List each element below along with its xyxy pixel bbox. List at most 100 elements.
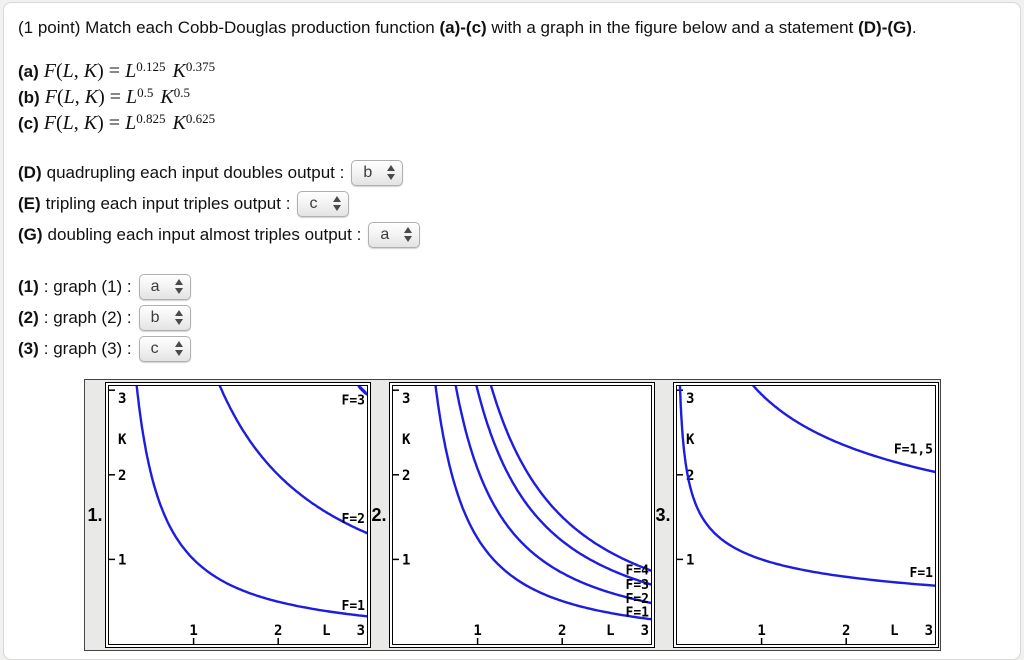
statement-label: (D) <box>18 162 42 182</box>
x-tick-label: 3 <box>924 623 932 639</box>
isoquant-curve-F=4 <box>489 386 651 572</box>
math-var: L <box>125 60 137 82</box>
math-fname: F <box>43 60 56 82</box>
math-exponent: 0.375 <box>185 59 216 74</box>
title-segment: with a graph in the figure below and a s… <box>486 18 859 37</box>
graph-match-text: : graph (1) : <box>43 276 132 296</box>
graph-panel-1: 1 2 3 1 2 3 K L F=1 F=2 F=3 <box>104 382 371 648</box>
x-tick-label: 2 <box>842 623 850 639</box>
x-tick-label: 1 <box>757 623 765 639</box>
statement-G-select[interactable]: a <box>368 221 421 248</box>
math-fname: F <box>44 86 57 108</box>
function-line: (a) F(L, K) = L0.125 K0.375 <box>18 60 1006 86</box>
arrow-down-icon <box>404 236 413 242</box>
math-var: L <box>125 112 137 134</box>
statement-text: doubling each input almost triples outpu… <box>47 224 362 244</box>
updown-arrows-icon <box>404 227 413 242</box>
figure: 1. 1 2 3 1 2 3 K L F=1 F=2 F=3 2. 1 2 3 1 2 3 K L F=1 F=2 F=3 F=… <box>83 379 941 651</box>
arrow-down-icon <box>174 319 183 325</box>
panel-number-label: 2. <box>371 504 387 525</box>
graph-frame: 1 2 3 1 2 3 K L F=1 F=2 F=3 F=4 <box>391 385 652 645</box>
statement-row: (E) tripling each input triples output : c <box>18 188 1006 219</box>
x-tick-label: 2 <box>273 623 281 639</box>
x-axis-label: L <box>890 623 898 639</box>
math-var: K <box>160 86 174 108</box>
graph-match-label: (2) <box>18 307 39 327</box>
y-tick-label: 3 <box>686 391 694 407</box>
select-value: b <box>150 308 160 326</box>
curve-label: F=4 <box>625 563 649 578</box>
isoquant-curve-F=2 <box>454 386 651 605</box>
math-fname: F <box>43 112 56 134</box>
function-list: (a) F(L, K) = L0.125 K0.375 (b) F(L, K) = L0… <box>18 60 1006 138</box>
statement-text: tripling each input triples output : <box>45 193 291 213</box>
graph-panel-2: 1 2 3 1 2 3 K L F=1 F=2 F=3 F=4 <box>388 382 655 648</box>
y-tick-label: 1 <box>118 552 126 568</box>
graph-plot-2: 1 2 3 1 2 3 K L F=1F=2F=3F=4 <box>392 386 651 644</box>
function-line: (c) F(L, K) = L0.825 K0.625 <box>18 112 1006 138</box>
graph-plot-1: 1 2 3 1 2 3 K L F=1 F=2 F=3 <box>108 386 367 644</box>
math-var: L <box>62 112 74 134</box>
arrow-down-icon <box>174 350 183 356</box>
curve-label: F=1 <box>341 599 365 614</box>
y-tick-label: 2 <box>686 468 694 484</box>
x-tick-label: 1 <box>473 623 481 639</box>
math-exponent: 0.625 <box>185 111 216 126</box>
math-var: K <box>84 86 99 108</box>
graph-2-select[interactable]: b <box>138 304 191 331</box>
arrow-up-icon <box>174 341 183 347</box>
y-tick-label: 3 <box>402 391 410 407</box>
graph-3-select[interactable]: c <box>138 335 191 362</box>
x-tick-label: 3 <box>640 623 648 639</box>
curve-label: F=2 <box>341 512 364 527</box>
figure-unit-1: 1. 1 2 3 1 2 3 K L F=1 F=2 F=3 <box>87 382 371 648</box>
updown-arrows-icon <box>333 196 342 211</box>
arrow-down-icon <box>333 205 342 211</box>
isoquant-curve-F=2 <box>218 386 367 535</box>
isoquant-curve-F=1,5 <box>751 386 935 474</box>
y-tick-label: 2 <box>402 468 410 484</box>
x-axis-label: L <box>322 623 330 639</box>
problem-statement: (1 point) Match each Cobb-Douglas produc… <box>18 17 1006 39</box>
statement-text: quadrupling each input doubles output : <box>46 162 345 182</box>
arrow-up-icon <box>333 196 342 202</box>
math-term: K0.625 <box>172 112 215 134</box>
panel-number-label: 1. <box>87 504 103 525</box>
statement-row: (D) quadrupling each input doubles output… <box>18 157 1006 188</box>
isoquant-curve-F=3 <box>356 386 367 396</box>
function-formula: F(L, K) = L0.825 K0.625 <box>43 111 216 134</box>
curve-label: F=1 <box>909 566 933 581</box>
statement-label: (G) <box>18 224 43 244</box>
curve-label: F=2 <box>625 592 648 607</box>
isoquant-curve-F=1 <box>433 386 651 621</box>
y-tick-label: 2 <box>118 468 126 484</box>
math-var: L <box>62 60 74 82</box>
updown-arrows-icon <box>174 279 183 294</box>
statement-D-select[interactable]: b <box>351 159 404 186</box>
graph-panel-3: 1 2 3 1 2 3 K L F=1 F=1,5 <box>672 382 939 648</box>
curve-label: F=3 <box>341 393 364 408</box>
function-label: (a) <box>18 62 39 81</box>
graph-match-label: (3) <box>18 338 39 358</box>
statement-label: (E) <box>18 193 41 213</box>
math-var: K <box>172 60 186 82</box>
y-axis-label: K <box>118 432 127 448</box>
graph-match-row: (2): graph (2) : b <box>18 302 1006 333</box>
arrow-up-icon <box>174 279 183 285</box>
isoquant-curve-F=1 <box>135 386 367 618</box>
figure-unit-3: 3. 1 2 3 1 2 3 K L F=1 F=1,5 <box>655 382 939 648</box>
math-exponent: 0.825 <box>136 111 166 126</box>
curve-label: F=3 <box>625 578 648 593</box>
isoquant-curve-F=1 <box>678 386 935 587</box>
statement-E-select[interactable]: c <box>297 190 350 217</box>
math-var: K <box>172 112 186 134</box>
statement-row: (G) doubling each input almost triples ou… <box>18 219 1006 250</box>
graph-frame: 1 2 3 1 2 3 K L F=1 F=1,5 <box>675 385 936 645</box>
graph-1-select[interactable]: a <box>138 273 191 300</box>
arrow-up-icon <box>387 165 396 171</box>
title-bold-segment: (D)-(G) <box>858 18 912 37</box>
updown-arrows-icon <box>174 310 183 325</box>
math-term: K0.5 <box>160 86 190 108</box>
graph-match-text: : graph (3) : <box>43 338 132 358</box>
graph-match-row: (3): graph (3) : c <box>18 333 1006 364</box>
